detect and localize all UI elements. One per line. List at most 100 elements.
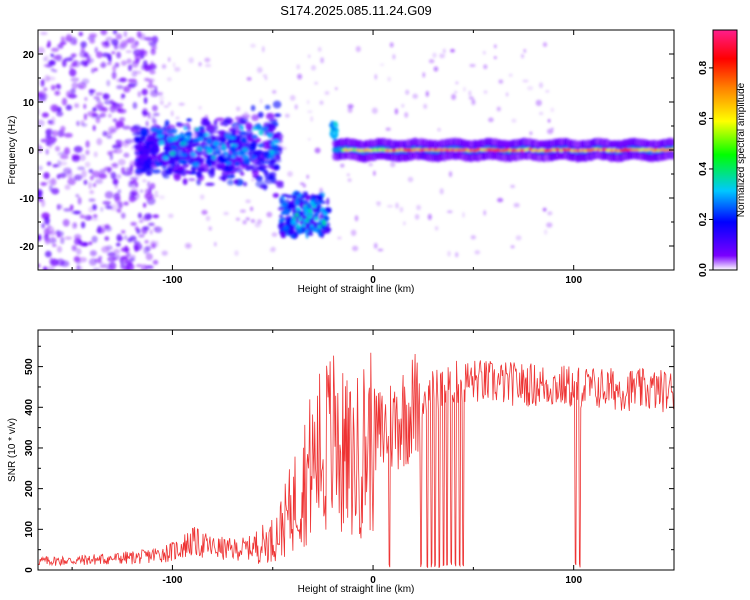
heatmap-cell bbox=[267, 113, 273, 118]
heatmap-cell bbox=[527, 86, 534, 91]
heatmap-cell bbox=[273, 158, 282, 163]
heatmap-cell bbox=[88, 198, 96, 202]
heatmap-cell bbox=[425, 90, 429, 97]
y-tick-label: 200 bbox=[24, 480, 35, 497]
heatmap-cell bbox=[368, 162, 373, 167]
heatmap-cell bbox=[107, 267, 116, 270]
heatmap-cell bbox=[277, 222, 284, 230]
heatmap-cell bbox=[137, 212, 142, 219]
heatmap-cell bbox=[38, 234, 41, 242]
heatmap-cell bbox=[152, 259, 159, 265]
heatmap-cell bbox=[510, 245, 515, 249]
heatmap-cell bbox=[69, 204, 74, 211]
heatmap-cell bbox=[112, 162, 119, 169]
heatmap-cell bbox=[83, 113, 88, 121]
heatmap-cell bbox=[493, 56, 497, 59]
heatmap-cell bbox=[51, 116, 56, 123]
heatmap-cell bbox=[117, 158, 126, 166]
heatmap-cell bbox=[104, 236, 110, 241]
heatmap-cell bbox=[242, 220, 247, 225]
heatmap-cell bbox=[115, 33, 123, 40]
heatmap-cell bbox=[320, 57, 324, 64]
colorbar: 0.0 0.2 0.4 0.6 0.8 Normalized spectral ampl… bbox=[698, 29, 747, 277]
heatmap-cell bbox=[545, 90, 550, 93]
heatmap-cell bbox=[264, 151, 271, 157]
heatmap-cell bbox=[177, 151, 182, 156]
heatmap-cell bbox=[74, 238, 82, 246]
heatmap-cell bbox=[75, 261, 82, 265]
heatmap-cell bbox=[294, 197, 300, 206]
heatmap-cell bbox=[186, 118, 192, 122]
heatmap-cell bbox=[44, 250, 52, 258]
x-tick-label: 100 bbox=[565, 275, 582, 286]
heatmap-cell bbox=[307, 54, 311, 59]
heatmap-cell bbox=[326, 197, 330, 206]
heatmap-cell bbox=[71, 244, 77, 252]
heatmap-cell bbox=[310, 65, 317, 71]
heatmap-cell bbox=[289, 94, 296, 101]
heatmap-cell bbox=[56, 233, 61, 238]
heatmap-cell bbox=[168, 129, 173, 133]
heatmap-cell bbox=[206, 138, 213, 145]
heatmap-cell bbox=[146, 133, 153, 138]
heatmap-cell bbox=[253, 158, 259, 163]
heatmap-cell bbox=[50, 84, 56, 91]
heatmap-cell bbox=[423, 103, 428, 109]
heatmap-cell bbox=[250, 104, 256, 112]
heatmap-cell bbox=[308, 214, 313, 219]
heatmap-cell bbox=[314, 216, 319, 221]
heatmap-cell bbox=[149, 182, 156, 190]
heatmap-cell bbox=[287, 171, 293, 177]
heatmap-cell bbox=[120, 212, 126, 219]
heatmap-cell bbox=[463, 86, 466, 92]
heatmap-cell bbox=[162, 155, 169, 161]
heatmap-cell bbox=[156, 134, 164, 139]
heatmap-cell bbox=[194, 127, 200, 131]
y-tick-label: 10 bbox=[23, 98, 35, 109]
heatmap-cell bbox=[81, 123, 88, 127]
heatmap-cell bbox=[483, 64, 488, 69]
heatmap-cell bbox=[135, 264, 143, 268]
heatmap-cell bbox=[483, 90, 488, 94]
heatmap-cell bbox=[272, 163, 279, 169]
heatmap-cell bbox=[150, 127, 158, 132]
heatmap-cell bbox=[133, 49, 143, 57]
heatmap-cell bbox=[318, 215, 323, 221]
heatmap-cell bbox=[198, 125, 205, 131]
heatmap-cell bbox=[98, 173, 107, 179]
heatmap-cell bbox=[81, 78, 90, 85]
heatmap-cell bbox=[115, 120, 125, 128]
heatmap-cell bbox=[144, 213, 153, 220]
heatmap-cell bbox=[205, 215, 211, 222]
heatmap-cell bbox=[329, 130, 334, 135]
heatmap-cell bbox=[181, 160, 188, 166]
heatmap-cell bbox=[131, 61, 139, 68]
y-tick-label: 0 bbox=[28, 146, 34, 157]
heatmap-cell bbox=[215, 146, 220, 152]
heatmap-cell bbox=[55, 83, 61, 89]
heatmap-cell bbox=[142, 60, 148, 68]
heatmap-cell bbox=[401, 103, 405, 108]
snr-x-label: Height of straight line (km) bbox=[298, 584, 415, 595]
heatmap-cell bbox=[116, 84, 124, 90]
heatmap-cell bbox=[488, 117, 494, 123]
heatmap-cell bbox=[224, 122, 228, 127]
heatmap-cell bbox=[182, 178, 188, 185]
heatmap-cell bbox=[215, 117, 225, 122]
heatmap-cell bbox=[98, 255, 103, 260]
heatmap-cell bbox=[94, 178, 104, 185]
heatmap-cell bbox=[123, 152, 130, 158]
heatmap-cell bbox=[386, 204, 394, 208]
heatmap-cell bbox=[110, 172, 114, 176]
heatmap-cell bbox=[298, 193, 302, 198]
heatmap-cell bbox=[110, 128, 117, 133]
heatmap-cell bbox=[314, 81, 318, 85]
heatmap-cell bbox=[439, 188, 444, 195]
heatmap-cell bbox=[340, 163, 345, 168]
heatmap-cell bbox=[240, 209, 246, 213]
heatmap-cell bbox=[547, 211, 553, 216]
heatmap-cell bbox=[145, 170, 153, 176]
heatmap-cell bbox=[224, 154, 228, 158]
heatmap-cell bbox=[243, 111, 249, 116]
heatmap-cell bbox=[57, 43, 64, 49]
